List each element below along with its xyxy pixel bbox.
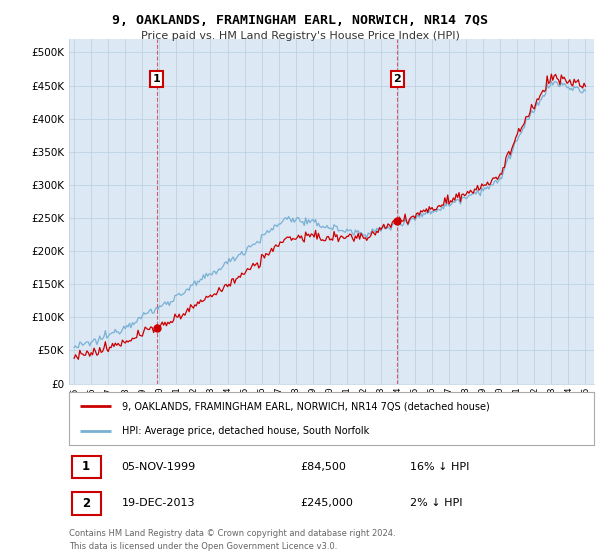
Text: HPI: Average price, detached house, South Norfolk: HPI: Average price, detached house, Sout… <box>121 426 369 436</box>
Text: £245,000: £245,000 <box>300 498 353 508</box>
Text: 2% ↓ HPI: 2% ↓ HPI <box>410 498 463 508</box>
Text: 2: 2 <box>82 497 90 510</box>
Text: 19-DEC-2013: 19-DEC-2013 <box>121 498 195 508</box>
Text: 9, OAKLANDS, FRAMINGHAM EARL, NORWICH, NR14 7QS (detached house): 9, OAKLANDS, FRAMINGHAM EARL, NORWICH, N… <box>121 402 489 412</box>
Text: 9, OAKLANDS, FRAMINGHAM EARL, NORWICH, NR14 7QS: 9, OAKLANDS, FRAMINGHAM EARL, NORWICH, N… <box>112 14 488 27</box>
Text: 16% ↓ HPI: 16% ↓ HPI <box>410 462 470 472</box>
Text: 2: 2 <box>394 74 401 84</box>
Text: This data is licensed under the Open Government Licence v3.0.: This data is licensed under the Open Gov… <box>69 542 337 550</box>
Text: 05-NOV-1999: 05-NOV-1999 <box>121 462 196 472</box>
Text: 1: 1 <box>153 74 161 84</box>
FancyBboxPatch shape <box>71 456 101 478</box>
FancyBboxPatch shape <box>71 492 101 515</box>
Text: £84,500: £84,500 <box>300 462 346 472</box>
Text: 1: 1 <box>82 460 90 473</box>
Text: Contains HM Land Registry data © Crown copyright and database right 2024.: Contains HM Land Registry data © Crown c… <box>69 529 395 538</box>
Text: Price paid vs. HM Land Registry's House Price Index (HPI): Price paid vs. HM Land Registry's House … <box>140 31 460 41</box>
